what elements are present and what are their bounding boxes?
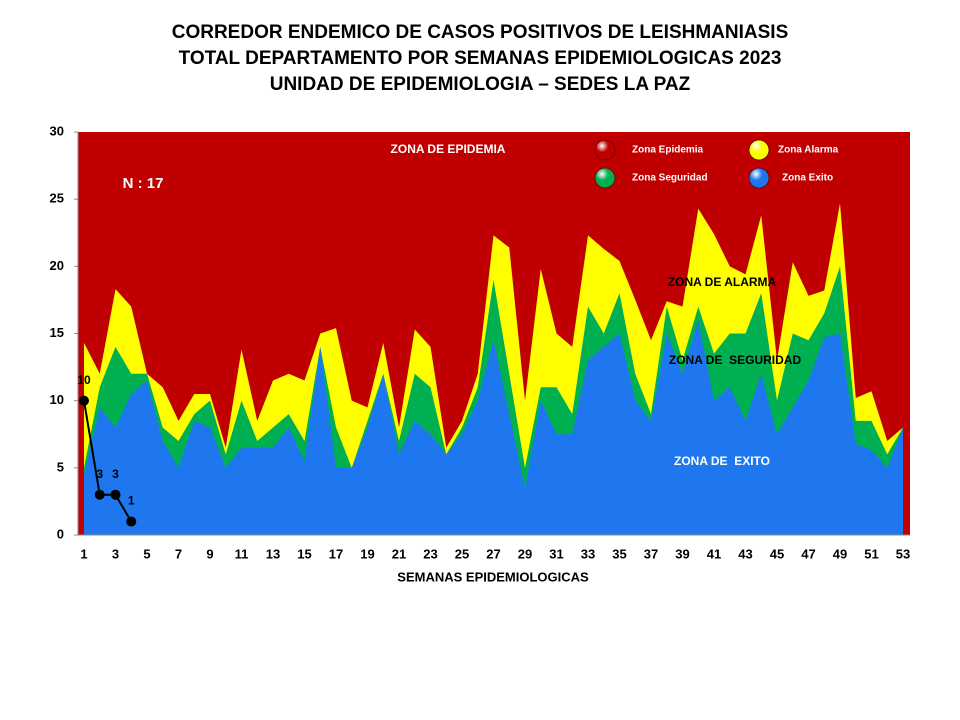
case-point xyxy=(126,516,137,527)
x-tick-label: 1 xyxy=(80,546,87,561)
case-point xyxy=(79,395,89,406)
legend-label: Zona Alarma xyxy=(778,145,839,156)
x-tick-label: 49 xyxy=(833,546,847,561)
case-point xyxy=(94,489,105,500)
y-tick-label: 0 xyxy=(57,526,64,541)
chart-title: TOTAL DEPARTAMENTO POR SEMANAS EPIDEMIOL… xyxy=(179,48,782,69)
case-point xyxy=(110,489,121,500)
chart-title: UNIDAD DE EPIDEMIOLOGIA – SEDES LA PAZ xyxy=(270,74,691,95)
x-tick-label: 15 xyxy=(297,546,311,561)
x-tick-label: 53 xyxy=(896,546,910,561)
x-tick-label: 25 xyxy=(455,546,469,561)
annotation: ZONA DE EPIDEMIA xyxy=(391,142,506,156)
y-tick-label: 25 xyxy=(50,191,64,206)
x-tick-label: 23 xyxy=(423,546,437,561)
x-tick-label: 17 xyxy=(329,546,343,561)
x-tick-label: 5 xyxy=(143,546,150,561)
legend-label: Zona Seguridad xyxy=(632,173,708,184)
x-tick-label: 27 xyxy=(486,546,500,561)
x-tick-label: 19 xyxy=(360,546,374,561)
legend-label: Zona Epidemia xyxy=(632,145,704,156)
x-tick-label: 7 xyxy=(175,546,182,561)
x-axis-label: SEMANAS EPIDEMIOLOGICAS xyxy=(397,569,589,584)
annotation: ZONA DE SEGURIDAD xyxy=(669,353,802,367)
annotation: ZONA DE EXITO xyxy=(674,454,770,468)
legend-marker xyxy=(748,167,770,189)
x-tick-label: 21 xyxy=(392,546,406,561)
zone-area xyxy=(84,320,903,535)
x-tick-label: 37 xyxy=(644,546,658,561)
legend-marker xyxy=(748,139,770,161)
chart-title: CORREDOR ENDEMICO DE CASOS POSITIVOS DE … xyxy=(172,22,789,43)
legend-label: Zona Exito xyxy=(782,173,833,184)
y-tick-label: 30 xyxy=(50,123,64,138)
legend-marker xyxy=(594,139,616,161)
x-tick-label: 41 xyxy=(707,546,721,561)
legend-marker xyxy=(594,167,616,189)
data-label: 3 xyxy=(96,467,103,481)
x-tick-label: 51 xyxy=(864,546,878,561)
y-tick-label: 20 xyxy=(50,258,64,273)
x-tick-label: 35 xyxy=(612,546,626,561)
x-tick-label: 29 xyxy=(518,546,532,561)
data-label: 10 xyxy=(77,373,91,387)
annotation: N : 17 xyxy=(123,175,164,192)
annotation: ZONA DE ALARMA xyxy=(668,275,777,289)
x-tick-label: 13 xyxy=(266,546,280,561)
cases-line xyxy=(83,400,133,523)
data-label: 1 xyxy=(128,494,135,508)
x-tick-label: 3 xyxy=(112,546,119,561)
x-tick-label: 31 xyxy=(549,546,563,561)
data-label: 3 xyxy=(112,467,119,481)
y-tick-label: 5 xyxy=(57,459,64,474)
x-tick-label: 11 xyxy=(235,546,249,561)
x-tick-label: 45 xyxy=(770,546,784,561)
x-tick-label: 39 xyxy=(675,546,689,561)
y-tick-label: 10 xyxy=(50,392,64,407)
y-tick-label: 15 xyxy=(50,325,64,340)
x-tick-label: 43 xyxy=(738,546,752,561)
x-tick-label: 47 xyxy=(801,546,815,561)
x-tick-label: 9 xyxy=(206,546,213,561)
x-tick-label: 33 xyxy=(581,546,595,561)
